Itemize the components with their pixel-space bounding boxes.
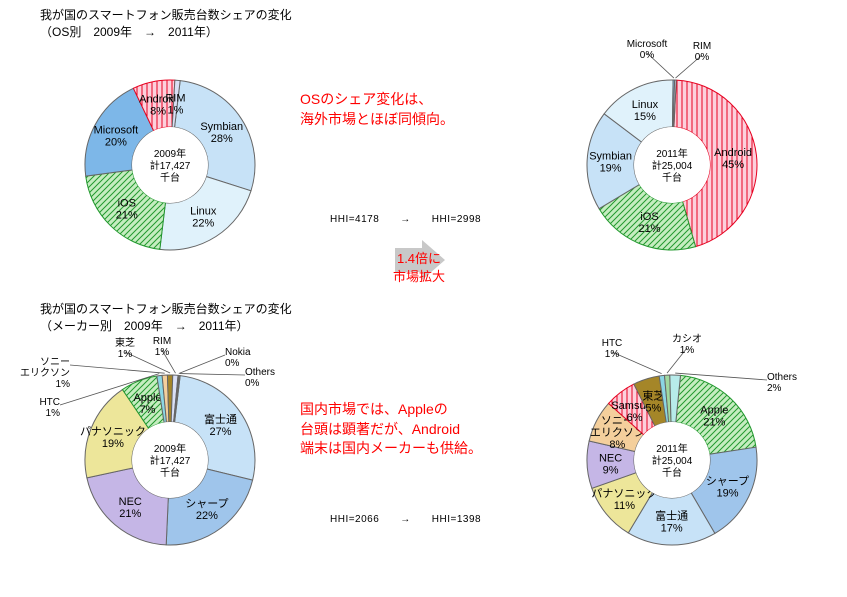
slice-label: シャープ — [185, 497, 228, 510]
leader-line — [180, 374, 245, 375]
slice-label: 20% — [105, 137, 127, 149]
ext-label: Nokia — [225, 347, 251, 358]
slice-label: RIM — [165, 93, 185, 105]
leader-line — [179, 355, 225, 373]
slice-label: 19% — [716, 488, 738, 500]
slice-label: NEC — [119, 496, 142, 508]
slice-label: 7% — [140, 404, 156, 416]
slice-label: 28% — [211, 133, 233, 145]
ext-label: 1% — [155, 347, 170, 358]
ext-label: HTC — [602, 338, 623, 349]
ext-label: 0% — [640, 50, 655, 61]
center-label: 2011年 — [656, 442, 688, 455]
ext-label: Microsoft — [627, 39, 668, 50]
slice-label: Symbian — [589, 151, 632, 163]
center-label: 計25,004 — [652, 159, 693, 172]
slice-label: 15% — [634, 111, 656, 123]
ext-label: 0% — [225, 358, 240, 369]
ext-label: 0% — [245, 378, 260, 389]
slice-label: 22% — [192, 218, 214, 230]
slice-label: 8% — [150, 106, 166, 118]
ext-label: 0% — [695, 52, 710, 63]
center-label: 千台 — [160, 171, 180, 184]
slice-label: シャープ — [706, 475, 749, 488]
ext-label: RIM — [153, 336, 171, 347]
leader-line — [612, 352, 662, 374]
slice-label: 19% — [102, 438, 124, 450]
slice-label: Apple — [133, 392, 161, 404]
slice-label: Microsoft — [94, 125, 139, 137]
slice-label: パナソニック — [80, 425, 146, 438]
slice-label: 5% — [645, 402, 661, 414]
slice-label: Symbian — [200, 121, 243, 133]
slice-label: NEC — [599, 453, 622, 465]
slice-label: 21% — [119, 508, 141, 520]
center-label: 2009年 — [154, 147, 186, 160]
leader-line — [70, 365, 165, 373]
ext-label: カシオ — [672, 333, 702, 345]
charts-svg: Symbian28%Linux22%iOS21%Microsoft20%Andr… — [0, 0, 847, 597]
slice-label: iOS — [640, 211, 658, 223]
slice-label: iOS — [118, 198, 136, 210]
slice-label: 8% — [609, 439, 625, 451]
ext-label: RIM — [693, 41, 711, 52]
slice-label: 17% — [661, 522, 683, 534]
slice-label: 21% — [116, 210, 138, 222]
slice-label: 22% — [196, 510, 218, 522]
ext-label: 2% — [767, 383, 782, 394]
slice-label: Android — [714, 147, 752, 159]
slice-label: 富士通 — [204, 412, 237, 426]
slice-label: 6% — [627, 412, 643, 424]
slice-label: 富士通 — [655, 508, 688, 522]
ext-label: 1% — [118, 349, 133, 360]
center-label: 2009年 — [154, 442, 186, 455]
slice-label: Linux — [632, 99, 659, 111]
center-label: 千台 — [662, 171, 682, 184]
slice-label: 19% — [600, 163, 622, 175]
slice-label: 27% — [210, 426, 232, 438]
slice-label: 11% — [614, 500, 635, 512]
ext-label: エリクソン — [20, 367, 70, 379]
ext-label: 1% — [46, 408, 61, 419]
center-label: 計17,427 — [150, 159, 191, 172]
slice-label: 21% — [703, 416, 725, 428]
center-label: 千台 — [662, 466, 682, 479]
ext-label: Others — [245, 367, 275, 378]
slice-label: 1% — [167, 105, 183, 117]
center-label: 計17,427 — [150, 454, 191, 467]
slice-label: 45% — [722, 159, 744, 171]
center-label: 計25,004 — [652, 454, 693, 467]
slice-label: Linux — [190, 206, 217, 218]
ext-label: 1% — [680, 345, 695, 356]
slice-label: 21% — [638, 223, 660, 235]
ext-label: ソニー — [40, 357, 70, 368]
ext-label: 1% — [605, 349, 620, 360]
center-label: 千台 — [160, 466, 180, 479]
slice-label: 9% — [603, 465, 619, 477]
slice-label: Apple — [700, 404, 728, 416]
ext-label: 1% — [56, 379, 71, 390]
ext-label: HTC — [39, 397, 60, 408]
ext-label: 東芝 — [115, 336, 135, 349]
center-label: 2011年 — [656, 147, 688, 160]
ext-label: Others — [767, 372, 797, 383]
